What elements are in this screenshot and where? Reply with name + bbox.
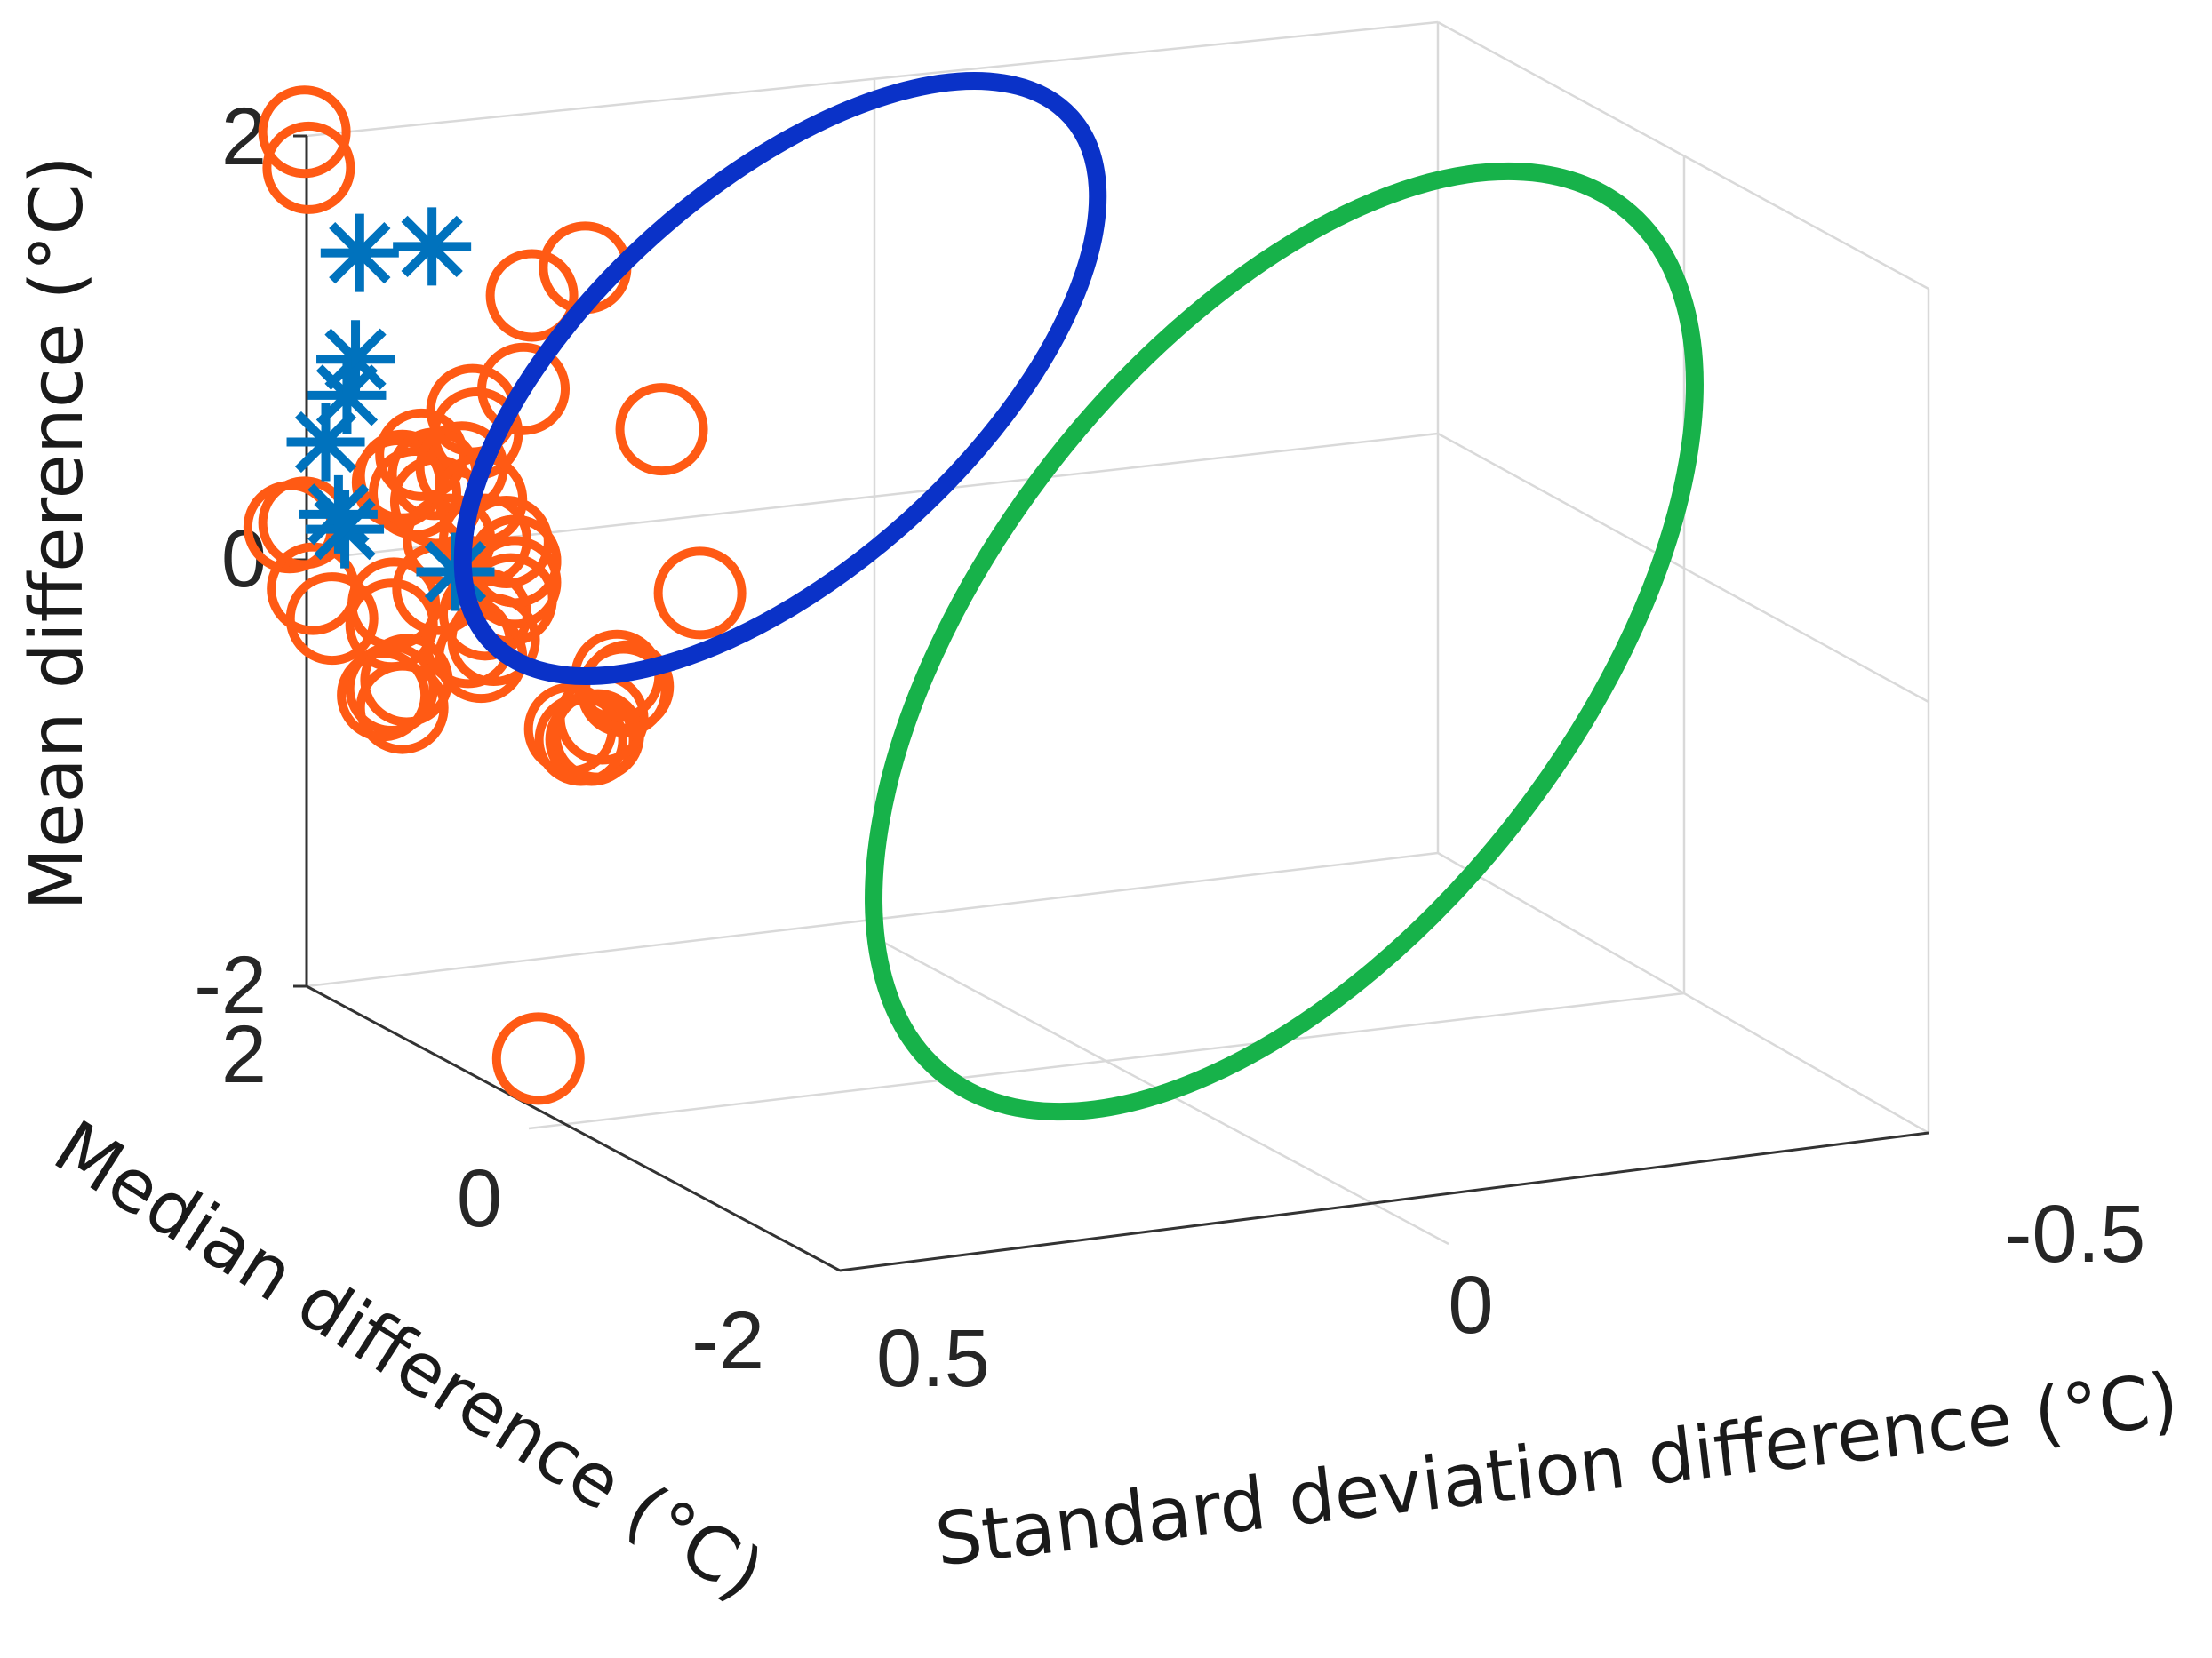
y-axis-title: Median difference (°C): [39, 1104, 778, 1617]
asterisk-point-7: [306, 490, 385, 569]
asterisk-point-0: [320, 213, 399, 292]
circle-point-16: [345, 642, 438, 736]
tick-labels: 2 0 -2 2 0 -2 0.5 0 -0.5: [194, 92, 2145, 1404]
circle-point-18: [355, 661, 449, 754]
y-tick-label-neg2: -2: [691, 1295, 764, 1386]
back-grid: [306, 20, 1930, 1246]
circle-point-6: [285, 572, 379, 666]
circle-point-1: [262, 121, 355, 214]
circle-point-45: [653, 546, 747, 640]
y-axis-line: [306, 984, 841, 1272]
circle-point-46: [491, 1012, 585, 1105]
y-tick-label-2: 2: [221, 1009, 267, 1100]
x-axis-line: [839, 1131, 1929, 1272]
circle-point-44: [615, 383, 708, 476]
asterisk-point-1: [393, 207, 472, 286]
asterisk-point-4: [286, 403, 365, 482]
group2-ellipse: [865, 162, 1704, 1121]
annotations: [453, 72, 1704, 1121]
x-tick-label-0: 0: [1448, 1260, 1493, 1351]
asterisk-point-2: [316, 320, 395, 399]
circle-point-34: [477, 342, 571, 435]
x-tick-label-0.5: 0.5: [876, 1313, 990, 1404]
z-axis-title: Mean difference (°C): [15, 155, 100, 910]
points-layer: [243, 85, 747, 1105]
circle-point-17: [337, 649, 430, 742]
x-axis-title: Standard deviation difference (°C): [931, 1358, 2183, 1583]
grid-back-top: [306, 20, 1439, 138]
x-tick-label-neg0.5: -0.5: [2005, 1189, 2146, 1279]
y-tick-label-0: 0: [457, 1153, 502, 1244]
circle-point-47: [468, 514, 562, 608]
circle-point-43: [581, 640, 675, 733]
circle-point-0: [258, 85, 351, 179]
circle-point-33: [485, 249, 579, 342]
group1-ellipse: [453, 72, 1107, 685]
z-tick-label-neg2: -2: [194, 940, 267, 1031]
